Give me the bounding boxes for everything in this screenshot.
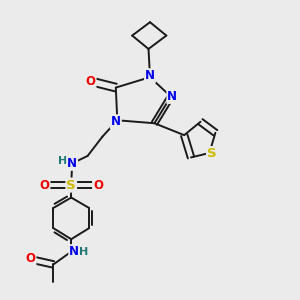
Text: S: S bbox=[207, 147, 217, 160]
Text: N: N bbox=[111, 115, 121, 128]
Text: N: N bbox=[145, 69, 155, 82]
Text: O: O bbox=[85, 75, 96, 88]
Text: O: O bbox=[93, 178, 103, 192]
Text: N: N bbox=[67, 157, 77, 170]
Text: H: H bbox=[58, 156, 67, 166]
Text: N: N bbox=[69, 245, 79, 258]
Text: O: O bbox=[40, 178, 50, 192]
Text: O: O bbox=[26, 252, 35, 265]
Text: H: H bbox=[79, 247, 88, 257]
Text: N: N bbox=[167, 90, 177, 103]
Text: S: S bbox=[66, 178, 76, 192]
